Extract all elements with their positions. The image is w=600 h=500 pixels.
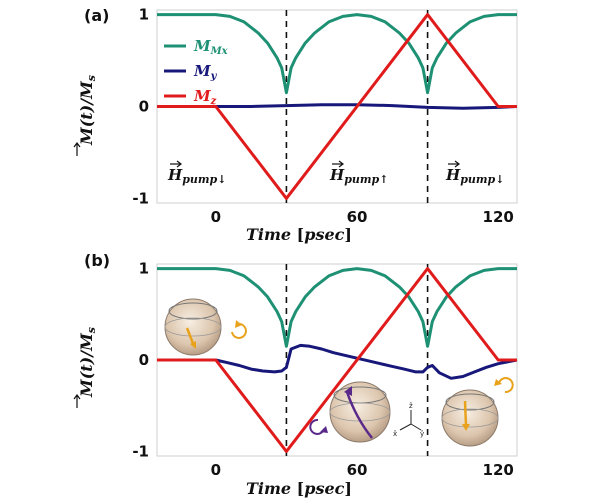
x-tick-label-120: 120 [483,461,514,479]
y-tick-label-neg1: -1 [132,442,149,460]
legend-sub-mx: Mx [210,46,229,57]
panel-a-ylabel: M(t)/Ms [73,75,98,156]
rotation-arrow-icon-middle [309,418,328,435]
y-tick-label-1: 1 [139,260,149,278]
series-line-mx [157,267,517,348]
panel-a-xlabel: Time [psec] [246,225,352,244]
x-tick-label-60: 60 [347,461,368,479]
sphere-illustration-middle [329,381,391,443]
series-line-my [157,343,518,380]
rotation-arrow-icon-right [494,377,514,394]
panel-a-label: (a) [84,6,109,25]
x-tick-label-120: 120 [483,208,514,226]
y-tick-label-neg1: -1 [132,189,149,207]
legend-label-mz: Mz [193,87,217,107]
panel-b-label: (b) [84,251,110,270]
x-tick-label-60: 60 [347,208,368,226]
series-line-mz [157,267,517,453]
panel-b: (b) 0 60 120 1 0 -1 [73,251,518,498]
rotation-arrow-icon-left [231,320,247,339]
series-line-mx [157,13,517,95]
y-tick-label-1: 1 [139,6,149,24]
y-tick-label-0: 0 [139,351,149,369]
axis-z-label: ẑ [409,402,413,410]
annotation-h-pump-up: Hpump↑ [329,160,388,186]
sphere-illustration-right [441,389,499,447]
legend-sub-my: y [210,71,218,82]
axes-triad-icon: ẑ x̂ ŷ [393,402,424,438]
axis-y-label: ŷ [420,430,424,438]
svg-text:Hpump↓: Hpump↓ [445,166,504,186]
panel-b-xlabel: Time [psec] [246,479,352,498]
legend-label-my: My [193,62,218,82]
svg-text:M(t)/Ms: M(t)/Ms [77,327,98,398]
svg-text:M(t)/Ms: M(t)/Ms [77,75,98,146]
annotation-h-pump-down-2: Hpump↓ [445,160,504,186]
legend: MMx My Mz [164,37,229,107]
panel-b-ylabel: M(t)/Ms [73,327,98,408]
x-tick-label-0: 0 [211,461,221,479]
x-tick-label-0: 0 [211,208,221,226]
panel-a: (a) 0 60 120 1 0 -1 MMx My Mz Hpump↓ Hpump↑ [73,6,518,244]
svg-text:Hpump↑: Hpump↑ [329,166,388,186]
legend-sub-mz: z [210,96,217,107]
axis-x-label: x̂ [393,430,397,438]
sphere-illustration-left [164,298,222,356]
legend-label-mx: MMx [193,37,229,57]
annotation-h-pump-down-1: Hpump↓ [167,160,226,186]
y-tick-label-0: 0 [139,98,149,116]
series-line-mz [157,13,517,200]
svg-text:Hpump↓: Hpump↓ [167,166,226,186]
